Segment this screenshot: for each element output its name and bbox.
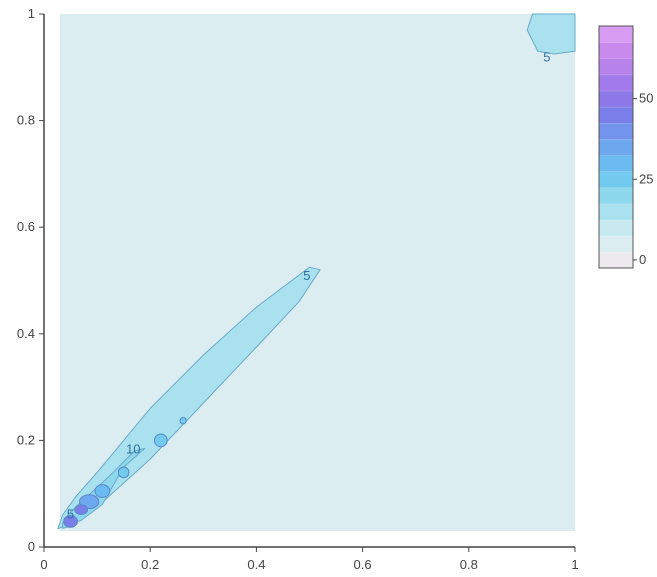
y-tick-label-4: 0.8 [17,113,35,128]
x-tick-label-0: 0 [40,557,47,572]
colorbar-band-14 [598,25,634,43]
colorbar-band-2 [598,219,634,237]
colorbar-band-10 [598,90,634,108]
colorbar-band-9 [598,106,634,124]
colorbar-band-13 [598,41,634,60]
y-tick-label-0: 0 [28,539,35,554]
colorbar-band-7 [598,138,634,156]
colorbar-band-6 [598,154,634,172]
contour-label-1: 5 [543,50,550,65]
colorbar-band-4 [598,187,634,205]
colorbar-band-0 [598,251,634,269]
contour-level-25-7 [94,484,111,498]
colorbar-band-12 [598,58,634,76]
contour-level-40-9 [74,504,89,515]
x-tick-label-2: 0.4 [247,557,265,572]
colorbar-frame [598,25,634,269]
contour-label-3: 5 [67,506,74,521]
y-tick-label-1: 0.2 [17,432,35,447]
contour-level-20-6 [117,466,130,479]
y-tick-label-3: 0.6 [17,219,35,234]
contour-level-5-1 [526,13,576,55]
x-tick-label-5: 1 [571,557,578,572]
x-tick-label-3: 0.6 [354,557,372,572]
contour-label-0: 5 [303,268,310,283]
y-tick-label-5: 1 [28,6,35,21]
y-tick-label-2: 0.4 [17,326,35,341]
colorbar-band-5 [598,170,634,189]
colorbar-band-1 [598,235,634,253]
x-tick-label-1: 0.2 [141,557,159,572]
contour-label-2: 10 [126,441,140,456]
colorbar-tick-label-2: 50 [639,91,653,106]
colorbar-tick-label-0: 0 [639,252,646,267]
colorbar-band-8 [598,122,634,140]
contour-level-20-4 [153,433,168,448]
contour-level-20-5 [179,416,187,425]
x-tick-label-4: 0.8 [460,557,478,572]
contour-level-45-10 [63,515,78,528]
colorbar-band-3 [598,203,634,221]
colorbar-band-11 [598,74,634,92]
colorbar-tick-label-1: 25 [639,171,653,186]
